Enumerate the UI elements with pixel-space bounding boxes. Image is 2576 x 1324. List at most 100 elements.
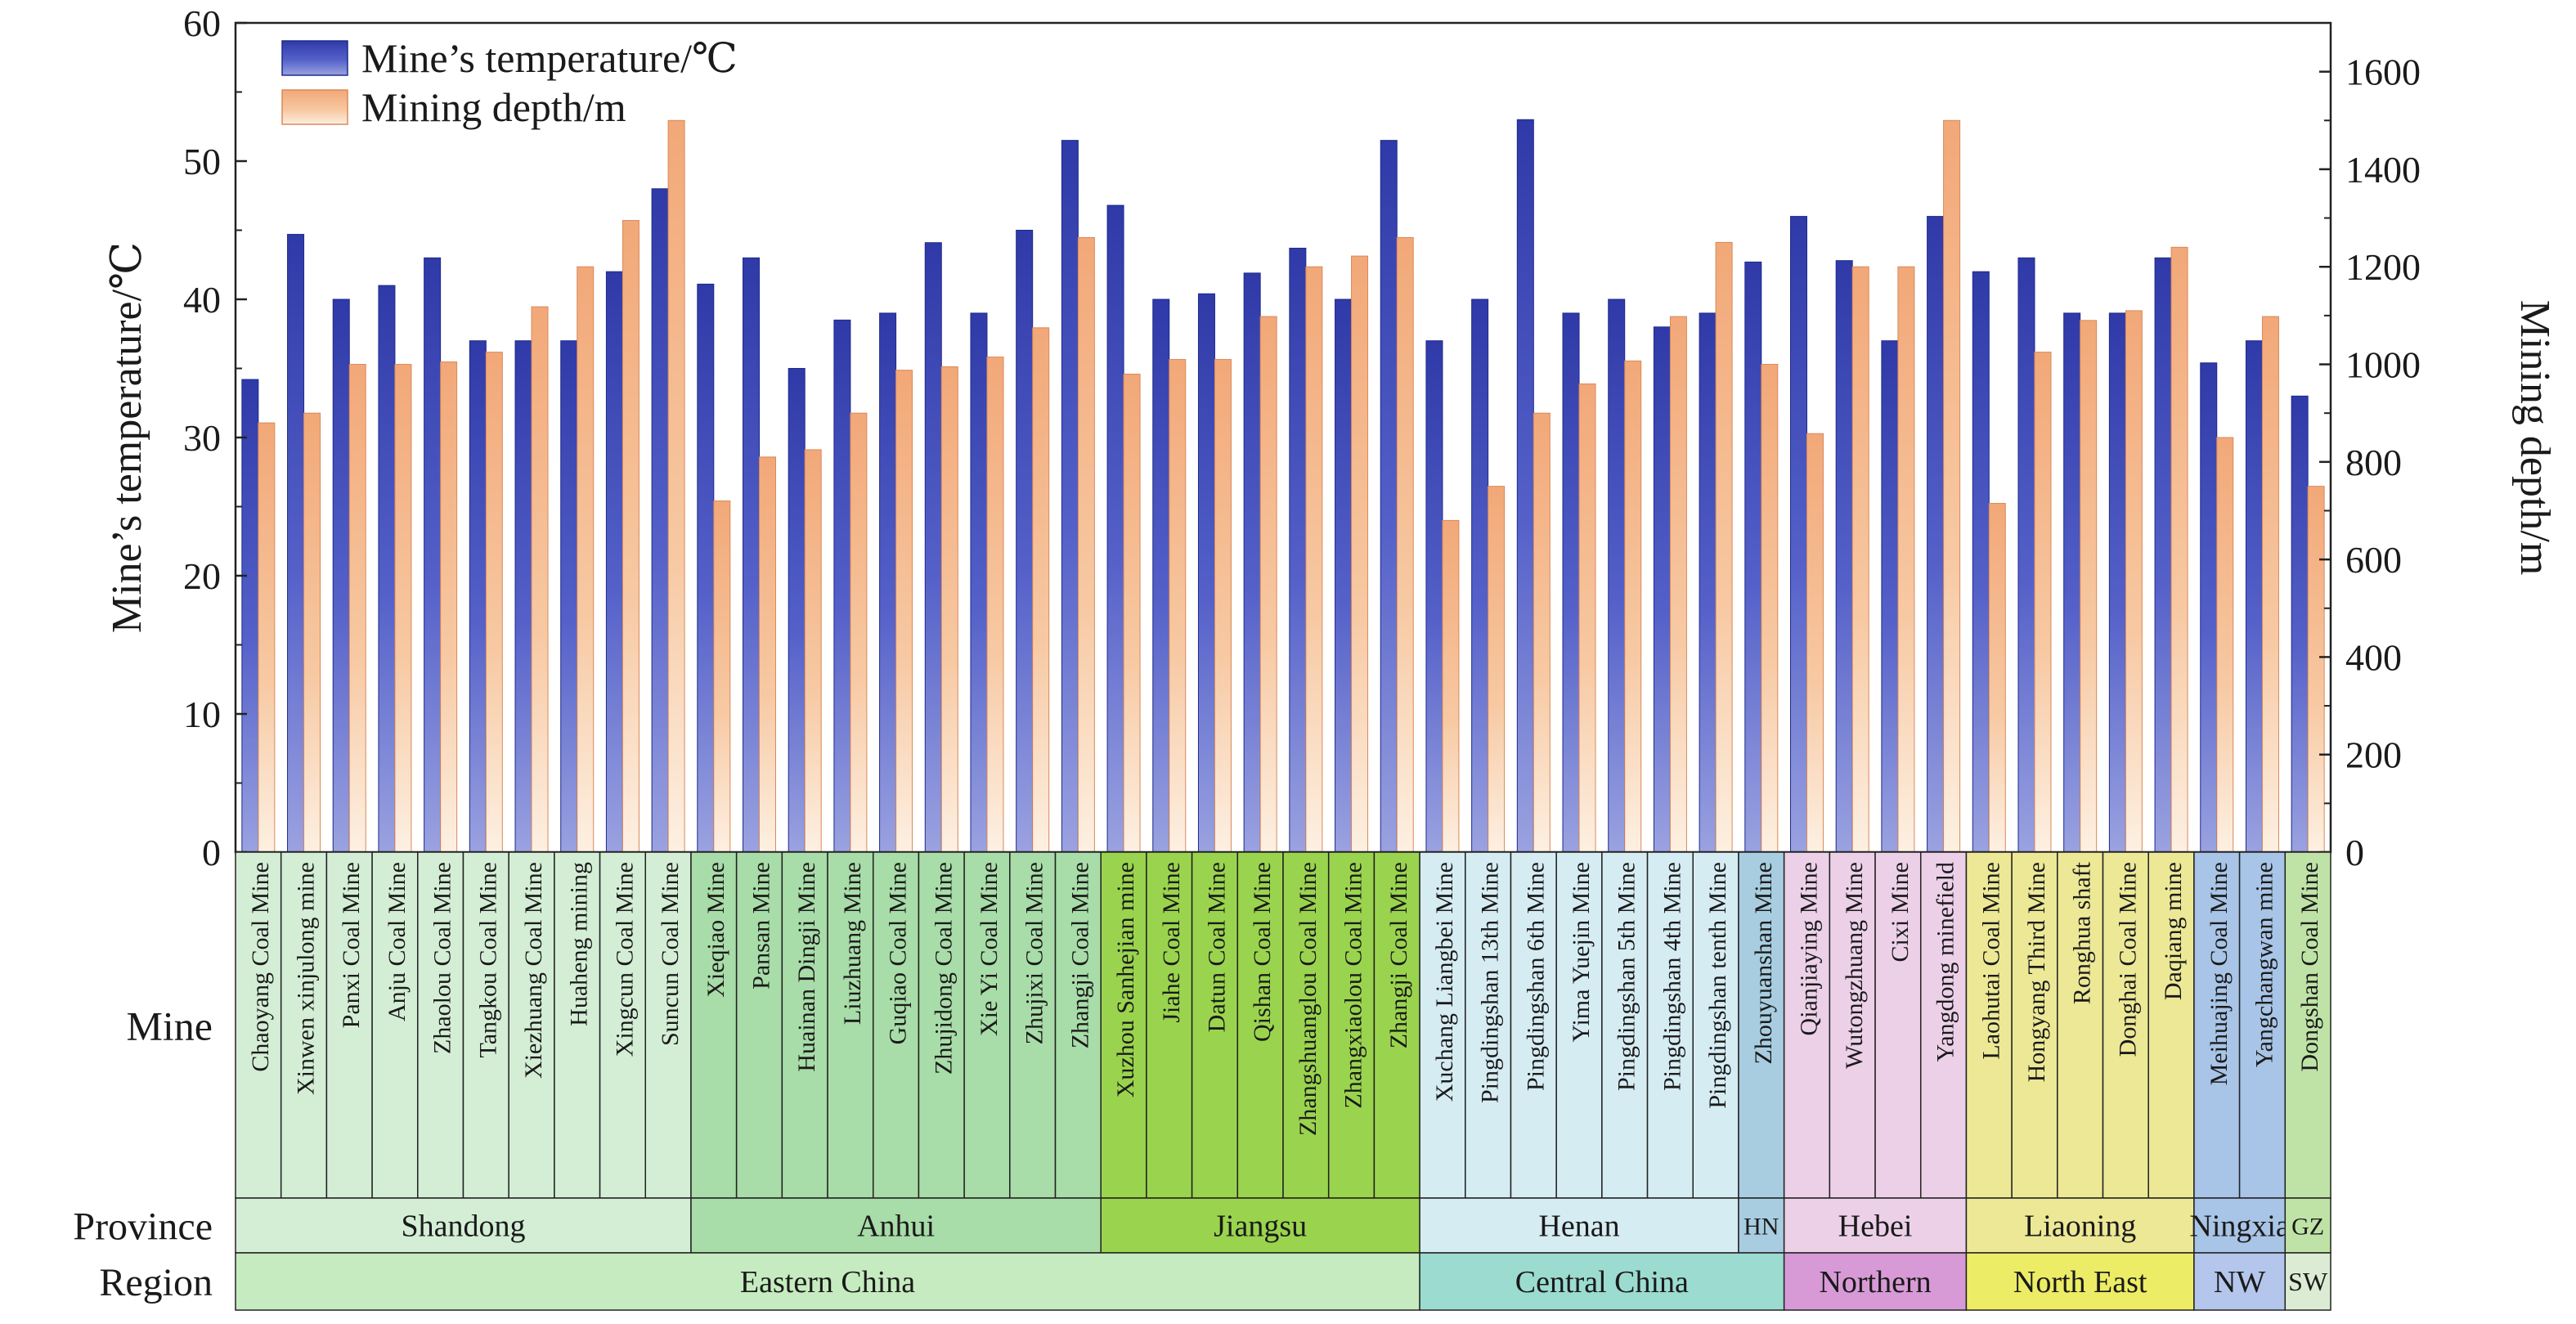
bar-temperature	[788, 368, 806, 853]
bar-temperature	[1562, 312, 1580, 853]
bar-depth	[804, 449, 822, 853]
bar-depth	[2261, 316, 2279, 853]
mine-cell	[1829, 851, 1876, 1199]
mine-label: Meihuajing Coal Mine	[2206, 862, 2233, 1085]
bar-depth	[1578, 383, 1596, 853]
bar-temperature	[1152, 298, 1170, 853]
bar-depth	[1669, 316, 1687, 853]
bar-depth	[1305, 266, 1323, 853]
mine-label: Jiahe Coal Mine	[1158, 862, 1185, 1023]
bar-temperature	[1744, 261, 1762, 853]
right-axis-tick-label: 600	[2345, 539, 2402, 581]
region-label: Northern	[1819, 1265, 1931, 1299]
legend-label: Mine’s temperature/℃	[361, 35, 738, 81]
mine-label: Pingdingshan 6th Mine	[1522, 862, 1549, 1091]
bar-depth	[577, 266, 595, 853]
bar-depth	[986, 357, 1004, 853]
mine-cell	[1419, 851, 1466, 1199]
bar-depth	[1533, 412, 1551, 853]
region-cell	[2284, 1252, 2331, 1311]
province-label: HN	[1744, 1214, 1779, 1241]
mine-label: Zhouyuanshan Mine	[1750, 862, 1777, 1064]
province-label: GZ	[2291, 1214, 2324, 1241]
mine-label: Yangchangwan mine	[2251, 862, 2278, 1067]
mine-label: Hongyang Third Mine	[2023, 862, 2050, 1082]
mine-label: Xingcun Coal Mine	[611, 862, 638, 1057]
bar-depth	[1077, 236, 1095, 853]
bar-temperature	[1289, 247, 1307, 853]
bar-depth	[1761, 364, 1779, 853]
bar-depth	[1488, 486, 1506, 853]
bar-temperature	[560, 340, 578, 853]
category-table: Chaoyang Coal Mine Xinwen xinjulong mine P…	[73, 851, 2331, 1311]
bar-depth	[440, 361, 458, 853]
mine-cell	[2284, 851, 2331, 1199]
legend-item-depth: Mining depth/m	[281, 84, 626, 130]
bar-depth	[2034, 352, 2052, 853]
left-axis-tick-label: 60	[183, 2, 221, 44]
province-label: Ningxia	[2189, 1210, 2290, 1244]
bar-temperature	[1972, 271, 1990, 853]
right-axis-tick-label: 1000	[2345, 344, 2421, 386]
mine-cell	[280, 851, 328, 1199]
bar-depth	[1624, 360, 1642, 853]
bar-depth	[2080, 320, 2098, 853]
bar-temperature	[1425, 340, 1443, 853]
mine-cell	[1738, 851, 1785, 1199]
bar-depth	[394, 364, 412, 853]
mine-label: Panxi Coal Mine	[338, 862, 365, 1028]
axes-layer: 0102030405060020040060080010001200140016…	[104, 2, 2558, 873]
bar-depth	[667, 119, 685, 853]
bar-depth	[759, 456, 776, 853]
mine-label: Xuzhou Sanhejian mine	[1112, 862, 1139, 1097]
bar-temperature	[1243, 272, 1261, 853]
mine-label: Xie Yi Coal Mine	[976, 862, 1003, 1036]
mine-cell	[325, 851, 373, 1199]
mine-label: Wutongzhuang Mine	[1841, 862, 1868, 1069]
mine-label: Dongshan Coal Mine	[2296, 862, 2323, 1072]
province-label: Hebei	[1838, 1210, 1913, 1244]
legend-swatch	[281, 89, 348, 125]
bar-temperature	[1516, 119, 1534, 853]
bar-temperature	[743, 257, 760, 853]
bar-depth	[1715, 241, 1733, 853]
mine-cell	[371, 851, 419, 1199]
bar-temperature	[469, 340, 487, 853]
bar-temperature	[2200, 362, 2218, 853]
bar-temperature	[241, 379, 259, 853]
mine-label: Xiezhuang Coal Mine	[520, 862, 547, 1079]
province-label: Liaoning	[2024, 1210, 2136, 1244]
mine-cell	[644, 851, 692, 1199]
left-axis-tick-label: 30	[183, 417, 221, 459]
bar-temperature	[1653, 326, 1671, 853]
bar-temperature	[833, 319, 851, 853]
bar-depth	[1442, 519, 1460, 853]
mine-label: Tangkou Coal Mine	[474, 862, 501, 1058]
mine-cell	[1373, 851, 1420, 1199]
bar-temperature	[1927, 216, 1945, 853]
bar-temperature	[697, 283, 715, 853]
bar-depth	[2216, 437, 2234, 853]
bar-temperature	[924, 242, 942, 853]
bar-temperature	[1835, 260, 1853, 853]
mine-cell	[690, 851, 738, 1199]
mine-label: Zhangji Coal Mine	[1066, 862, 1093, 1048]
left-axis-tick-label: 10	[183, 693, 221, 735]
row-header-region: Region	[99, 1261, 213, 1304]
bar-depth	[1214, 359, 1232, 853]
province-label: Shandong	[401, 1210, 525, 1244]
mine-cell	[2102, 851, 2149, 1199]
mine-cell	[1191, 851, 1239, 1199]
mine-cell	[1646, 851, 1694, 1199]
mine-label: Ronghua shaft	[2069, 861, 2096, 1004]
bar-temperature	[1061, 140, 1079, 853]
mine-label: Cixi Mine	[1887, 862, 1914, 963]
mine-cell	[1874, 851, 1922, 1199]
bar-depth	[850, 412, 868, 853]
mine-cell	[2238, 851, 2287, 1199]
bar-temperature	[1699, 312, 1717, 853]
row-header-province: Province	[73, 1205, 213, 1249]
mine-label: Yangdong minefield	[1932, 862, 1959, 1061]
mine-label: Datun Coal Mine	[1203, 862, 1230, 1032]
